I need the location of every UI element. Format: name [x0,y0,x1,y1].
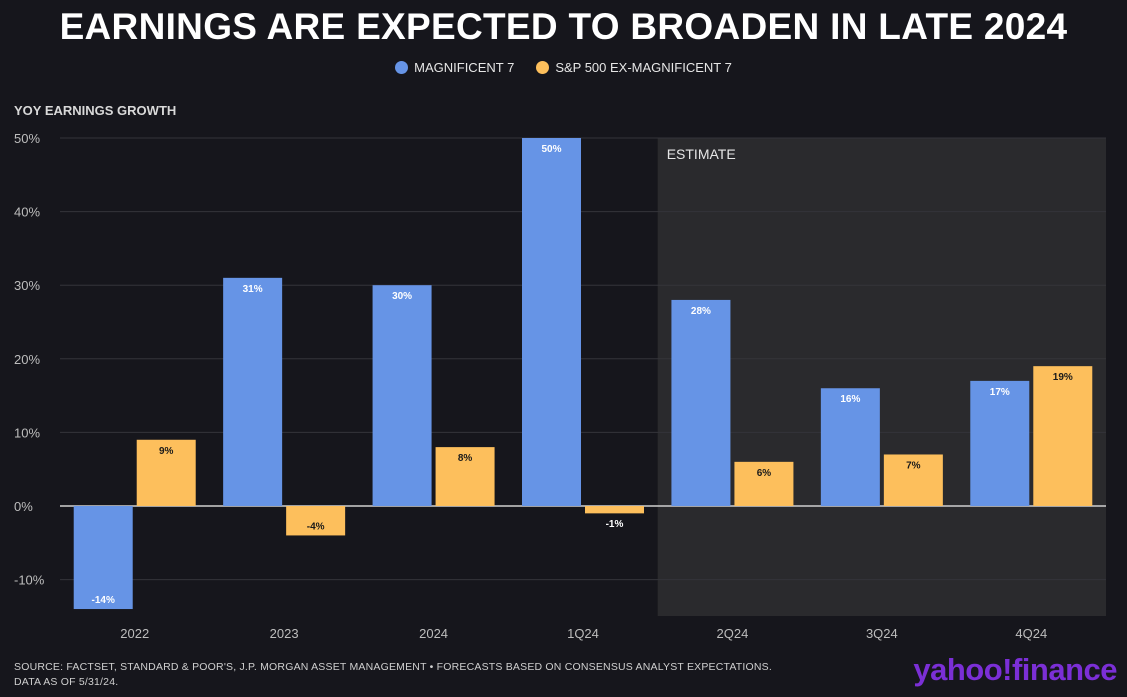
y-tick-label: 40% [14,205,40,220]
y-tick-label: 20% [14,352,40,367]
data-label: 7% [906,460,921,471]
x-tick-label: 2022 [120,626,149,641]
legend-label-ex-magnificent-7: S&P 500 EX-MAGNIFICENT 7 [555,60,732,75]
legend-label-magnificent-7: MAGNIFICENT 7 [414,60,515,75]
bar-ex-magnificent-7-2023 [286,506,346,536]
x-tick-label: 2Q24 [717,626,749,641]
data-label: 8% [458,453,473,464]
bar-ex-magnificent-7-3q24 [883,454,943,506]
legend-item-magnificent-7: MAGNIFICENT 7 [395,60,514,75]
y-tick-label: -10% [14,573,45,588]
x-tick-label: 4Q24 [1015,626,1047,641]
data-label: 17% [990,387,1010,398]
data-label: 6% [757,468,772,479]
source-note: SOURCE: FACTSET, STANDARD & POOR'S, J.P.… [14,660,772,690]
chart-legend: MAGNIFICENT 7 S&P 500 EX-MAGNIFICENT 7 [0,60,1127,75]
data-label: 19% [1053,372,1073,383]
bar-magnificent-7-2022 [73,506,133,610]
data-label: 16% [840,394,860,405]
estimate-label: ESTIMATE [667,146,736,162]
data-label: 31% [243,284,263,295]
bar-magnificent-7-4q24 [970,380,1030,506]
bar-magnificent-7-3q24 [820,388,880,506]
y-tick-label: 30% [14,278,40,293]
data-label: 9% [159,446,174,457]
bar-ex-magnificent-7-2024 [435,447,495,506]
y-tick-label: 0% [14,499,33,514]
legend-dot-magnificent-7-icon [395,61,409,74]
legend-item-ex-magnificent-7: S&P 500 EX-MAGNIFICENT 7 [536,60,732,75]
bar-ex-magnificent-7-2q24 [734,461,794,506]
x-tick-label: 2023 [270,626,299,641]
x-tick-label: 3Q24 [866,626,898,641]
bar-ex-magnificent-7-4q24 [1033,366,1093,506]
estimate-region [657,138,1106,616]
chart-title: EARNINGS ARE EXPECTED TO BROADEN IN LATE… [59,6,1068,47]
y-tick-label: 50% [14,131,40,146]
yahoo-finance-logo: yahoo!finance [913,652,1117,687]
data-label: 30% [392,291,412,302]
source-line-2: DATA AS OF 5/31/24. [14,676,119,688]
legend-dot-ex-magnificent-7-icon [536,61,550,74]
data-label: -14% [92,595,115,606]
bar-magnificent-7-2023 [223,277,283,506]
data-label: -4% [307,521,325,532]
y-tick-label: 10% [14,425,40,440]
bar-magnificent-7-1q24 [522,138,581,506]
source-line-1: SOURCE: FACTSET, STANDARD & POOR'S, J.P.… [14,661,773,673]
data-label: 50% [541,144,561,155]
data-label: 28% [691,306,711,317]
data-label: -1% [606,519,624,530]
x-tick-label: 1Q24 [567,626,599,641]
x-tick-label: 2024 [419,626,448,641]
bar-magnificent-7-2024 [372,285,432,506]
bar-magnificent-7-2q24 [671,299,731,506]
bar-ex-magnificent-7-2022 [136,439,196,506]
bar-ex-magnificent-7-1q24 [585,506,644,514]
y-axis-label: YOY EARNINGS GROWTH [14,103,177,118]
